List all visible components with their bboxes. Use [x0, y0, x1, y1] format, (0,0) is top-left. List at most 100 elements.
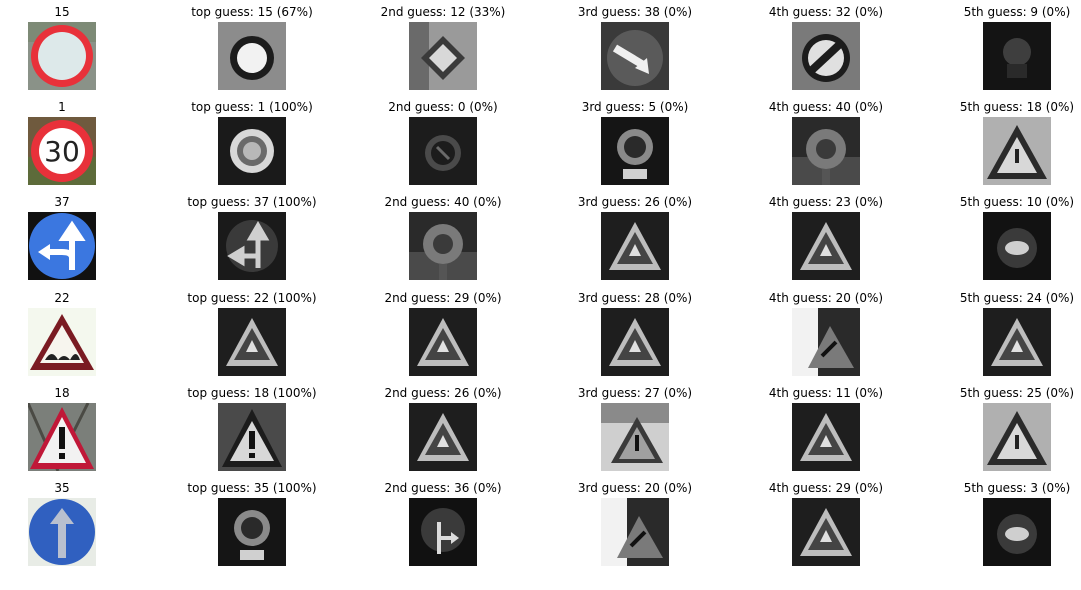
guess-cell: 5th guess: 24 (0%): [927, 291, 1081, 377]
grayscale-sign-image: [601, 117, 669, 185]
guess-label: 3rd guess: 5 (0%): [581, 100, 689, 114]
grayscale-sign-image: [983, 308, 1051, 376]
guess-cell: 3rd guess: 26 (0%): [545, 195, 725, 281]
grayscale-sign-image: [409, 403, 477, 471]
grayscale-sign-image: [601, 403, 669, 471]
guess-label: 3rd guess: 28 (0%): [577, 291, 693, 305]
guess-label: 2nd guess: 29 (0%): [384, 291, 502, 305]
grayscale-sign-image: [983, 22, 1051, 90]
guess-label: 4th guess: 23 (0%): [768, 195, 884, 209]
grayscale-sign-image: [409, 117, 477, 185]
guess-label: 4th guess: 32 (0%): [768, 5, 884, 19]
guess-cell: top guess: 37 (100%): [162, 195, 342, 281]
guess-cell: 2nd guess: 26 (0%): [353, 386, 533, 472]
input-image-cell: 1 30: [0, 100, 152, 186]
guess-cell: top guess: 22 (100%): [162, 291, 342, 377]
grayscale-sign-image: [983, 212, 1051, 280]
guess-cell: top guess: 15 (67%): [162, 5, 342, 91]
guess-cell: 5th guess: 9 (0%): [927, 5, 1081, 91]
grayscale-sign-image: [409, 22, 477, 90]
grayscale-sign-image: [601, 498, 669, 566]
guess-cell: top guess: 35 (100%): [162, 481, 342, 567]
sign-image: [28, 403, 96, 471]
sign-number: 30: [44, 135, 80, 168]
guess-label: top guess: 15 (67%): [191, 5, 313, 19]
guess-cell: 4th guess: 29 (0%): [736, 481, 916, 567]
true-label: 37: [54, 195, 70, 209]
guess-cell: 3rd guess: 20 (0%): [545, 481, 725, 567]
guess-cell: 2nd guess: 40 (0%): [353, 195, 533, 281]
grayscale-sign-image: [983, 498, 1051, 566]
grayscale-sign-image: [218, 403, 286, 471]
guess-cell: top guess: 18 (100%): [162, 386, 342, 472]
grayscale-sign-image: [218, 498, 286, 566]
guess-label: 2nd guess: 0 (0%): [388, 100, 498, 114]
guess-cell: 4th guess: 20 (0%): [736, 291, 916, 377]
guess-label: 4th guess: 29 (0%): [768, 481, 884, 495]
grayscale-sign-image: [601, 22, 669, 90]
guess-label: 2nd guess: 12 (33%): [380, 5, 506, 19]
guess-cell: top guess: 1 (100%): [162, 100, 342, 186]
true-label: 1: [58, 100, 66, 114]
grayscale-sign-image: [601, 212, 669, 280]
guess-label: 2nd guess: 26 (0%): [384, 386, 502, 400]
guess-label: 3rd guess: 38 (0%): [577, 5, 693, 19]
guess-label: 4th guess: 20 (0%): [768, 291, 884, 305]
input-image-cell: 18: [0, 386, 152, 472]
grayscale-sign-image: [983, 403, 1051, 471]
grayscale-sign-image: [792, 212, 860, 280]
guess-cell: 3rd guess: 38 (0%): [545, 5, 725, 91]
guess-cell: 5th guess: 18 (0%): [927, 100, 1081, 186]
guess-cell: 5th guess: 10 (0%): [927, 195, 1081, 281]
guess-cell: 2nd guess: 36 (0%): [353, 481, 533, 567]
grayscale-sign-image: [792, 308, 860, 376]
grayscale-sign-image: [409, 212, 477, 280]
guess-label: 3rd guess: 20 (0%): [577, 481, 693, 495]
grayscale-sign-image: [601, 308, 669, 376]
grayscale-sign-image: [983, 117, 1051, 185]
guess-label: top guess: 1 (100%): [191, 100, 313, 114]
guess-cell: 3rd guess: 28 (0%): [545, 291, 725, 377]
true-label: 22: [54, 291, 70, 305]
guess-label: top guess: 35 (100%): [187, 481, 317, 495]
guess-label: 4th guess: 11 (0%): [768, 386, 884, 400]
true-label: 35: [54, 481, 70, 495]
guess-cell: 5th guess: 3 (0%): [927, 481, 1081, 567]
input-image-cell: 22: [0, 291, 152, 377]
guess-label: 4th guess: 40 (0%): [768, 100, 884, 114]
guess-cell: 4th guess: 11 (0%): [736, 386, 916, 472]
true-label: 15: [54, 5, 70, 19]
true-label: 18: [54, 386, 70, 400]
grayscale-sign-image: [792, 117, 860, 185]
sign-image: 30: [28, 117, 96, 185]
grayscale-sign-image: [218, 212, 286, 280]
guess-label: 3rd guess: 27 (0%): [577, 386, 693, 400]
grayscale-sign-image: [409, 308, 477, 376]
guess-label: 5th guess: 3 (0%): [963, 481, 1071, 495]
sign-image: [28, 22, 96, 90]
sign-image: [28, 308, 96, 376]
guess-label: 2nd guess: 40 (0%): [384, 195, 502, 209]
guess-label: 5th guess: 18 (0%): [959, 100, 1075, 114]
guess-label: 3rd guess: 26 (0%): [577, 195, 693, 209]
grayscale-sign-image: [409, 498, 477, 566]
guess-cell: 4th guess: 32 (0%): [736, 5, 916, 91]
guess-label: 2nd guess: 36 (0%): [384, 481, 502, 495]
guess-label: top guess: 37 (100%): [187, 195, 317, 209]
guess-label: top guess: 18 (100%): [187, 386, 317, 400]
guess-cell: 2nd guess: 29 (0%): [353, 291, 533, 377]
input-image-cell: 15: [0, 5, 152, 91]
grayscale-sign-image: [218, 308, 286, 376]
grayscale-sign-image: [792, 22, 860, 90]
grayscale-sign-image: [792, 498, 860, 566]
guess-cell: 5th guess: 25 (0%): [927, 386, 1081, 472]
grayscale-sign-image: [218, 117, 286, 185]
guess-label: 5th guess: 24 (0%): [959, 291, 1075, 305]
input-image-cell: 37: [0, 195, 152, 281]
guess-label: 5th guess: 10 (0%): [959, 195, 1075, 209]
sign-image: [28, 498, 96, 566]
guess-cell: 3rd guess: 27 (0%): [545, 386, 725, 472]
guess-label: 5th guess: 9 (0%): [963, 5, 1071, 19]
input-image-cell: 35: [0, 481, 152, 567]
